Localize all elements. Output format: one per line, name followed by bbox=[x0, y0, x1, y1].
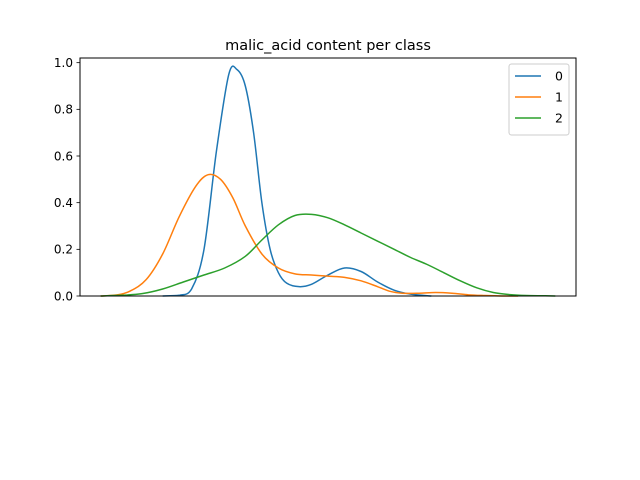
y-tick-label: 0.8 bbox=[54, 103, 73, 117]
legend: 0 1 2 bbox=[508, 63, 570, 136]
legend-label-1: 1 bbox=[555, 90, 563, 105]
chart-title: malic_acid content per class bbox=[225, 38, 431, 54]
y-tick-label: 0.6 bbox=[54, 149, 73, 163]
plot-frame bbox=[79, 57, 577, 297]
y-tick-label: 1.0 bbox=[54, 56, 73, 70]
legend-label-0: 0 bbox=[555, 69, 563, 84]
legend-label-2: 2 bbox=[555, 111, 563, 126]
series-line-1 bbox=[100, 173, 519, 297]
y-tick-label: 0.2 bbox=[54, 243, 73, 257]
plot-area bbox=[100, 65, 556, 297]
y-tick-label: 0.4 bbox=[54, 196, 73, 210]
series-line-0 bbox=[162, 65, 432, 297]
y-axis: 0.0 0.2 0.4 0.6 0.8 1.0 bbox=[54, 56, 80, 303]
y-tick-label: 0.0 bbox=[54, 289, 73, 303]
series-line-2 bbox=[100, 213, 556, 297]
